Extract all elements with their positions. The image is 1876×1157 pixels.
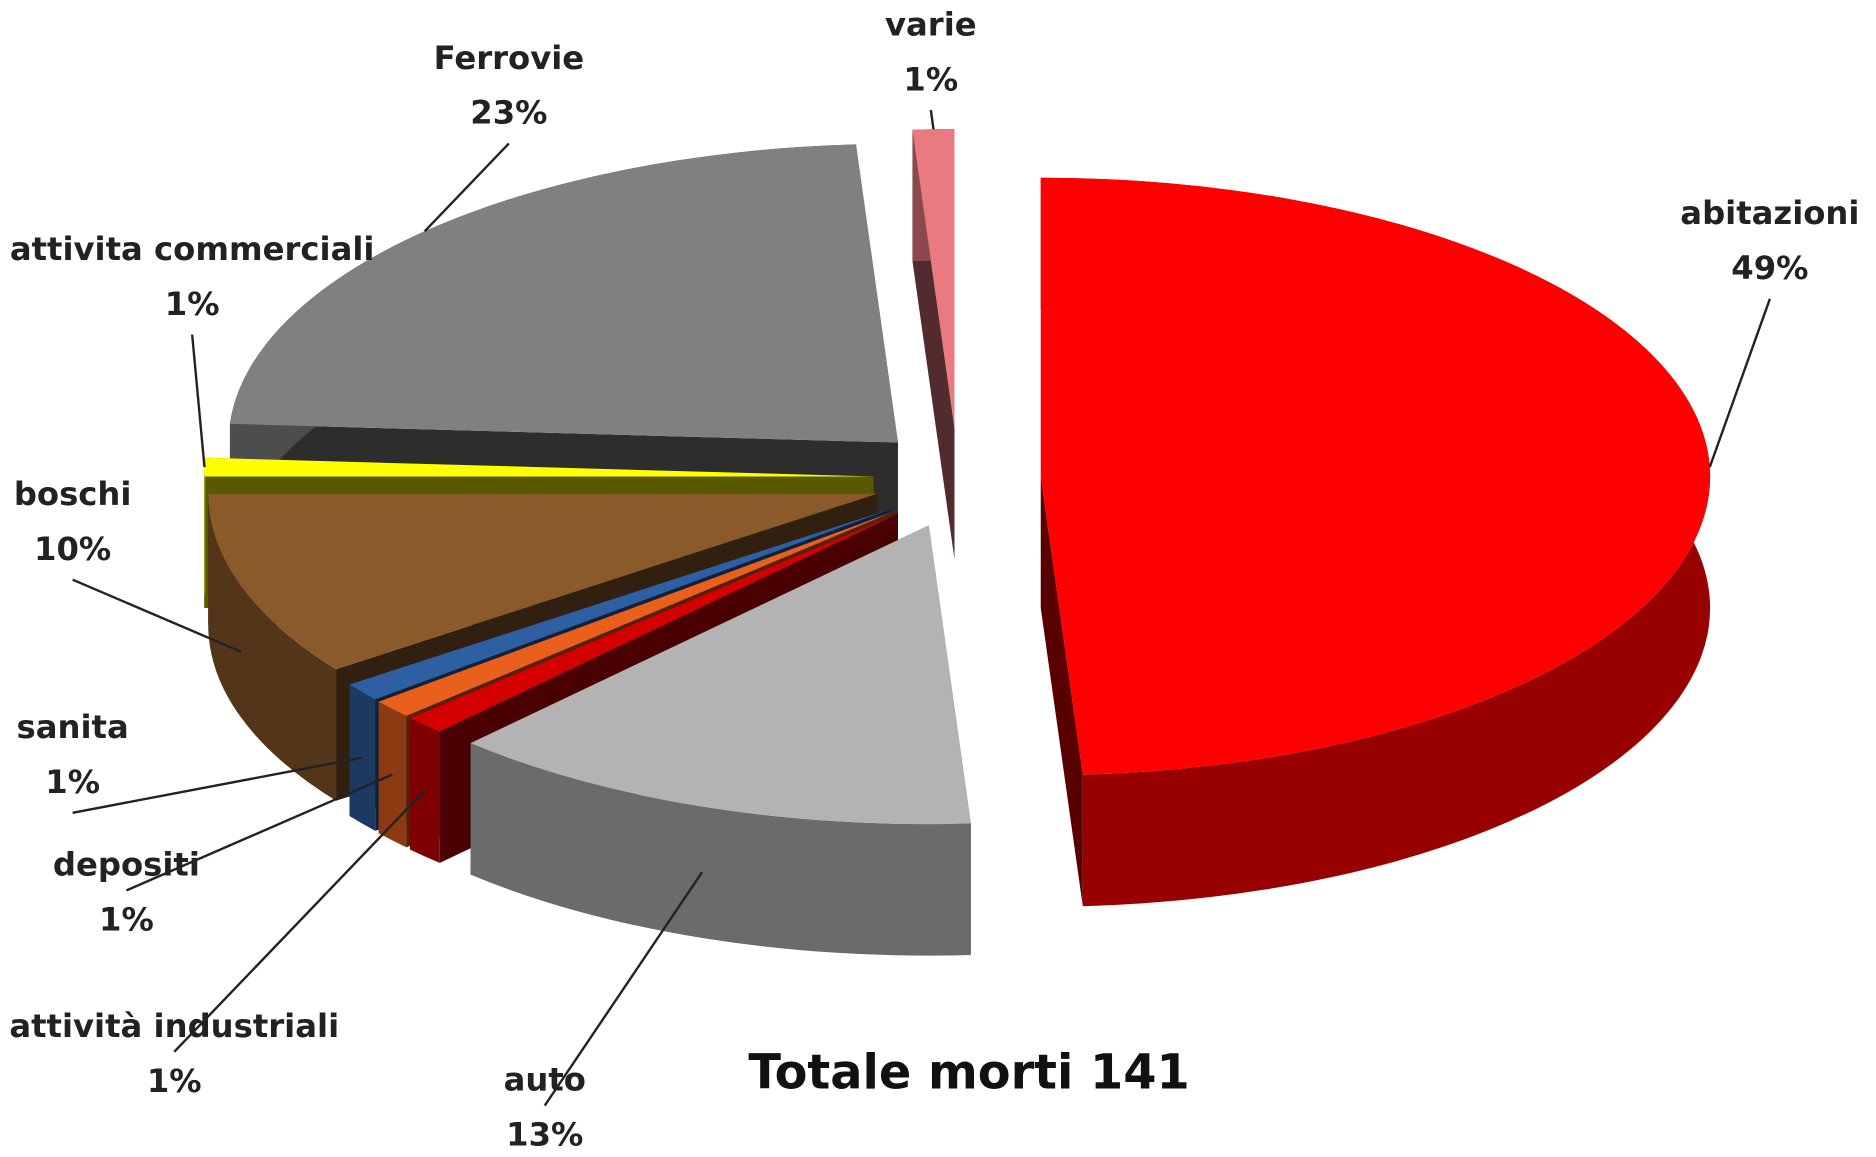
leader-line bbox=[190, 334, 206, 468]
leader-line bbox=[543, 871, 704, 1107]
slice-label: auto bbox=[504, 1061, 586, 1099]
slice-value-label: 1% bbox=[147, 1062, 202, 1100]
slice-side bbox=[349, 684, 376, 831]
slice bbox=[204, 457, 874, 477]
leader-line bbox=[1708, 298, 1772, 468]
slice-label: attività industriali bbox=[9, 1007, 339, 1045]
slice-side bbox=[470, 743, 971, 956]
slice-label: sanita bbox=[17, 708, 129, 746]
slice-side bbox=[410, 718, 440, 863]
slice-label: abitazioni bbox=[1680, 194, 1859, 232]
slice-side bbox=[208, 493, 337, 801]
leader-line bbox=[423, 142, 510, 233]
slice-side bbox=[378, 701, 407, 848]
slice bbox=[410, 513, 898, 732]
leader-line bbox=[72, 578, 242, 653]
slice-value-label: 49% bbox=[1731, 249, 1808, 287]
slice-label: depositi bbox=[53, 846, 200, 884]
slice-value-label: 1% bbox=[99, 901, 154, 939]
slice-side bbox=[204, 457, 206, 608]
slice-label: attivita commerciali bbox=[10, 230, 375, 268]
slice bbox=[229, 144, 898, 443]
slice-value-label: 10% bbox=[34, 530, 111, 568]
slice bbox=[349, 508, 892, 700]
slice-value-label: 1% bbox=[45, 763, 100, 801]
slice-value-label: 13% bbox=[506, 1116, 583, 1154]
slice-value-label: 23% bbox=[470, 94, 547, 132]
slice bbox=[470, 525, 971, 825]
slice bbox=[1040, 177, 1711, 775]
leader-line bbox=[72, 756, 363, 814]
total-annotation: Totale morti 141 bbox=[748, 1046, 1190, 1101]
slice-wall bbox=[1040, 177, 1083, 907]
slice bbox=[912, 129, 955, 428]
leader-line bbox=[929, 109, 935, 130]
slice bbox=[208, 493, 878, 670]
slice-label: boschi bbox=[14, 475, 132, 513]
leader-line bbox=[173, 789, 426, 1053]
slice bbox=[378, 511, 895, 716]
slice-value-label: 1% bbox=[165, 285, 220, 323]
slice-label: Ferrovie bbox=[434, 39, 585, 77]
pie bbox=[204, 129, 1711, 956]
leader-line bbox=[125, 773, 393, 892]
slice-value-label: 1% bbox=[903, 60, 958, 98]
slice-label: varie bbox=[885, 5, 977, 43]
